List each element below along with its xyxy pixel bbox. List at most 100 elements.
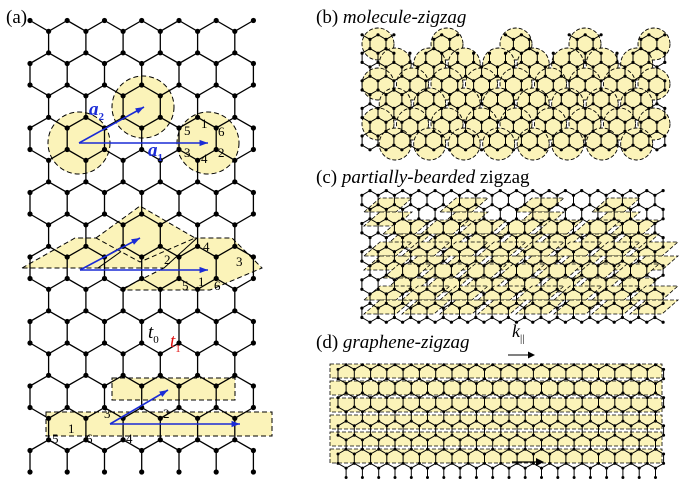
t0-bond xyxy=(29,213,50,226)
lattice-site xyxy=(157,50,163,56)
lattice-site xyxy=(519,88,524,92)
t0-bond xyxy=(215,148,236,161)
lattice-site xyxy=(232,415,238,421)
lattice-site xyxy=(507,363,511,367)
lattice-site xyxy=(637,250,641,254)
t0-bond xyxy=(549,462,559,469)
t0-bond xyxy=(565,406,575,413)
lattice-site xyxy=(409,382,413,385)
lattice-site xyxy=(401,217,405,221)
lattice-site xyxy=(417,264,421,268)
lattice-site xyxy=(442,447,446,451)
lattice-site xyxy=(360,88,364,92)
lattice-site xyxy=(637,221,641,226)
lattice-site xyxy=(408,60,412,64)
t0-bond xyxy=(141,148,161,161)
lattice-site xyxy=(519,60,524,64)
t0-bond xyxy=(484,420,494,427)
lattice-site xyxy=(605,476,609,479)
lattice-site xyxy=(376,51,380,55)
lattice-site xyxy=(139,383,145,389)
lattice-site xyxy=(392,88,396,92)
lattice-site xyxy=(527,37,532,42)
lattice-site xyxy=(490,287,494,291)
lattice-site xyxy=(213,125,219,131)
lattice-site xyxy=(409,438,413,442)
lattice-site xyxy=(543,74,547,78)
t0-bond xyxy=(85,181,106,194)
lattice-site xyxy=(507,391,511,395)
t0-bond xyxy=(85,84,106,97)
lattice-site xyxy=(352,396,356,400)
lattice-site xyxy=(157,437,163,443)
t0-bond xyxy=(500,448,510,455)
lattice-site xyxy=(663,60,667,64)
lattice-site xyxy=(434,396,438,400)
lattice-site xyxy=(563,264,568,268)
t0-bond xyxy=(337,392,347,399)
lattice-site xyxy=(176,125,182,131)
lattice-site xyxy=(408,88,412,92)
lattice-site xyxy=(457,221,462,226)
lattice-site xyxy=(213,469,219,475)
lattice-site xyxy=(645,264,649,268)
t0-bond xyxy=(337,420,347,427)
lattice-site xyxy=(591,120,595,124)
site-number: 4 xyxy=(203,239,210,254)
lattice-site xyxy=(605,447,609,451)
lattice-site xyxy=(628,292,633,296)
t0-bond xyxy=(443,420,453,427)
lattice-site xyxy=(344,410,348,414)
t0-bond xyxy=(85,342,106,355)
t0-bond xyxy=(410,462,420,469)
lattice-site xyxy=(571,231,576,235)
t0-bond xyxy=(467,420,477,427)
lattice-site xyxy=(645,396,649,400)
lattice-site xyxy=(433,320,437,324)
lattice-site xyxy=(417,217,421,221)
t0-bond xyxy=(573,448,583,455)
lattice-site xyxy=(392,306,396,310)
lattice-site xyxy=(466,207,470,211)
lattice-site xyxy=(580,424,584,428)
t0-bond xyxy=(492,448,502,455)
t0-bond xyxy=(541,420,551,427)
bearded-cell xyxy=(362,299,414,315)
lattice-site xyxy=(456,116,460,120)
lattice-site xyxy=(548,433,552,437)
t0-bond xyxy=(638,378,648,384)
lattice-site xyxy=(564,433,568,437)
lattice-site xyxy=(376,306,380,310)
lattice-site xyxy=(654,466,657,470)
lattice-site xyxy=(506,287,510,291)
lattice-site xyxy=(613,433,617,437)
lattice-site xyxy=(64,211,70,217)
lattice-site xyxy=(392,33,396,37)
t0-bond xyxy=(410,364,420,370)
lattice-site xyxy=(368,207,372,211)
lattice-site xyxy=(539,306,543,310)
lattice-site xyxy=(336,424,340,428)
lattice-site xyxy=(588,382,592,385)
lattice-site xyxy=(628,236,633,240)
lattice-site xyxy=(605,438,609,442)
t0-bond xyxy=(196,52,217,65)
lattice-site xyxy=(83,372,89,378)
lattice-site xyxy=(571,278,576,282)
lattice-site xyxy=(232,114,238,120)
lattice-site xyxy=(376,143,380,147)
lattice-site xyxy=(564,424,568,428)
t0-bond xyxy=(459,392,469,399)
lattice-site xyxy=(531,396,535,400)
lattice-site xyxy=(655,74,659,78)
lattice-site xyxy=(376,278,380,282)
lattice-site xyxy=(157,114,163,120)
lattice-site xyxy=(661,217,665,221)
lattice-site xyxy=(46,222,52,228)
lattice-site xyxy=(139,189,145,196)
t0-bond xyxy=(386,434,396,441)
lattice-site xyxy=(620,259,625,263)
lattice-site xyxy=(384,301,388,305)
lattice-site xyxy=(176,254,182,260)
lattice-site xyxy=(506,250,510,254)
